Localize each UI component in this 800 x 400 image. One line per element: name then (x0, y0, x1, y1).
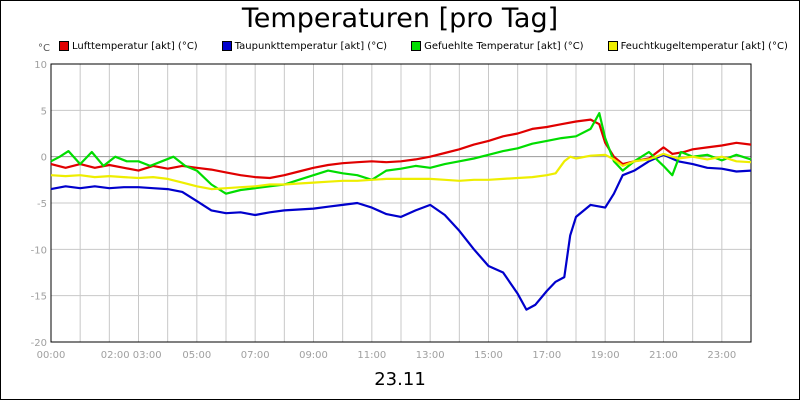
x-tick-label: 09:00 (299, 350, 328, 361)
legend-item-1: Lufttemperatur [akt] (°C) (59, 39, 198, 53)
y-tick-label: -15 (31, 292, 47, 303)
x-tick-label: 17:00 (532, 350, 561, 361)
y-tick-label: 5 (41, 106, 47, 117)
y-tick-label: -10 (31, 245, 47, 256)
legend-label: Taupunkttemperatur [akt] (°C) (234, 40, 388, 52)
legend-item-4: Feuchtkugeltemperatur [akt] (°C) (607, 39, 788, 53)
chart-date-label: 23.11 (374, 369, 426, 390)
series-line-2 (50, 153, 752, 311)
legend-swatch (59, 41, 69, 51)
y-tick-label: 0 (41, 153, 47, 164)
series-line-4 (50, 152, 752, 191)
legend-swatch (607, 41, 618, 51)
x-tick-label: 15:00 (474, 350, 503, 361)
legend-label: Gefuehlte Temperatur [akt] (°C) (424, 40, 584, 52)
y-tick-label: 10 (34, 60, 47, 71)
legend-label: Lufttemperatur [akt] (°C) (72, 40, 198, 52)
legend-item-2: Taupunkttemperatur [akt] (°C) (221, 39, 388, 53)
x-tick-label: 07:00 (241, 350, 270, 361)
x-tick-label: 05:00 (182, 350, 211, 361)
plot-area-border (50, 63, 752, 343)
x-tick-label: 21:00 (649, 350, 678, 361)
x-tick-label: 11:00 (357, 350, 386, 361)
x-tick-label: 23:00 (707, 350, 736, 361)
chart-legend: Lufttemperatur [akt] (°C) Taupunkttempera… (59, 39, 800, 53)
x-tick-label: 00:00 (37, 350, 66, 361)
x-tick-label: 13:00 (416, 350, 445, 361)
y-tick-label: -20 (31, 338, 47, 349)
chart-title: Temperaturen [pro Tag] (241, 3, 559, 34)
y-tick-label: -5 (37, 199, 47, 210)
legend-swatch (221, 41, 232, 51)
x-tick-label: 02:00 03:00 (101, 350, 162, 361)
x-tick-label: 19:00 (591, 350, 620, 361)
legend-label: Feuchtkugeltemperatur [akt] (°C) (620, 40, 788, 52)
y-unit-label: °C (38, 43, 50, 54)
legend-item-3: Gefuehlte Temperatur [akt] (°C) (411, 39, 584, 53)
legend-swatch (411, 41, 422, 51)
